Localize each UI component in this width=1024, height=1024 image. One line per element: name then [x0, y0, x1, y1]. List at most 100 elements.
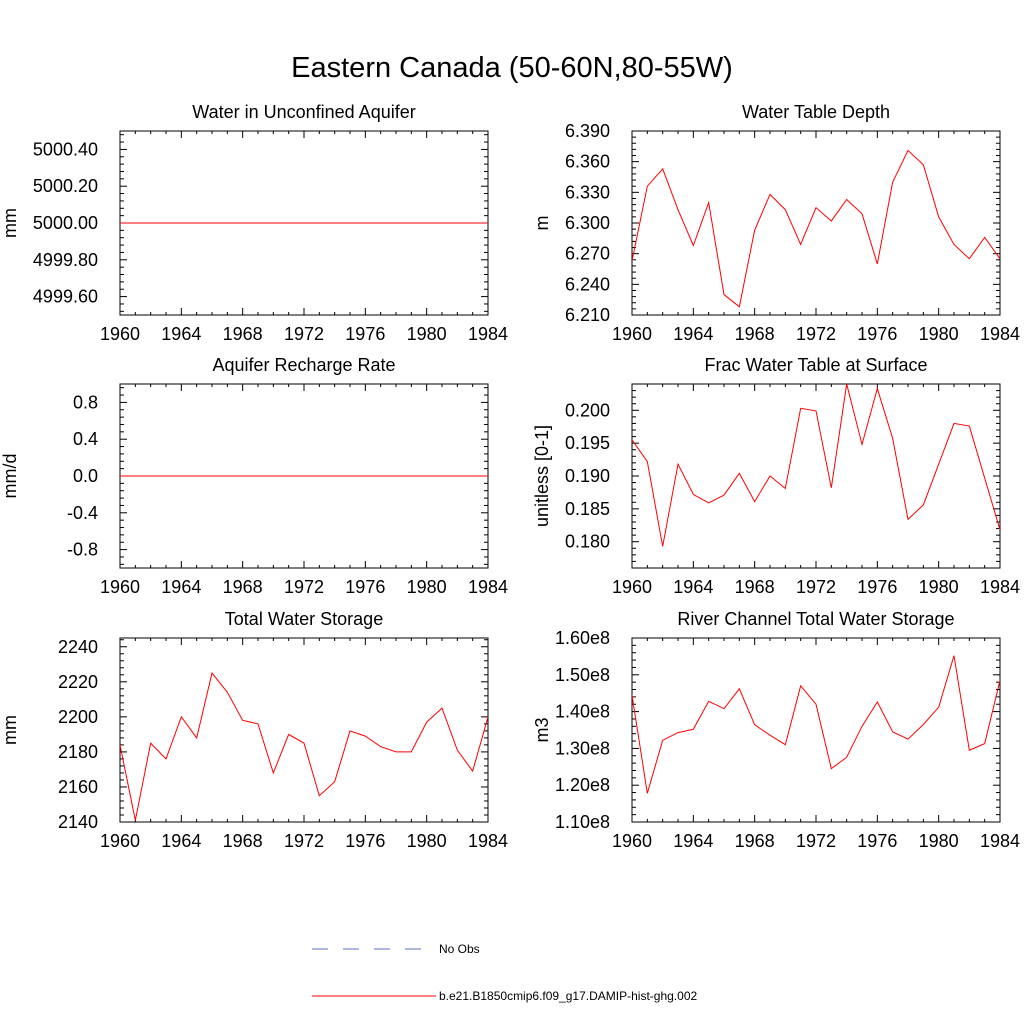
chart-title: Water Table Depth	[742, 102, 890, 122]
chart-title: Aquifer Recharge Rate	[212, 355, 395, 375]
y-tick-label: 2160	[58, 777, 98, 797]
y-tick-label: 6.360	[565, 152, 610, 172]
y-tick-label: 2240	[58, 637, 98, 657]
x-tick-label: 1968	[223, 324, 263, 344]
x-tick-label: 1960	[100, 324, 140, 344]
x-tick-label: 1968	[735, 831, 775, 851]
y-tick-label: 0.185	[565, 499, 610, 519]
x-tick-label: 1976	[345, 831, 385, 851]
y-tick-label: -0.8	[67, 540, 98, 560]
y-axis-label: mm	[0, 715, 20, 745]
y-tick-label: 2180	[58, 742, 98, 762]
chart-title: Total Water Storage	[225, 609, 383, 629]
x-tick-label: 1968	[223, 577, 263, 597]
y-tick-label: 0.4	[73, 429, 98, 449]
x-tick-label: 1964	[673, 324, 713, 344]
y-tick-label: 1.50e8	[555, 665, 610, 685]
legend: No Obs b.e21.B1850cmip6.f09_g17.DAMIP-hi…	[312, 942, 697, 1003]
x-tick-label: 1968	[735, 577, 775, 597]
plots-layer: Water in Unconfined Aquifer mm 1960 1964 196…	[0, 102, 1020, 851]
y-tick-label: 2140	[58, 812, 98, 832]
x-tick-label: 1976	[345, 324, 385, 344]
y-tick-label: 0.8	[73, 392, 98, 412]
y-tick-label: 6.330	[565, 182, 610, 202]
x-tick-label: 1972	[796, 577, 836, 597]
y-tick-label: 4999.80	[33, 250, 98, 270]
x-tick-label: 1980	[407, 324, 447, 344]
y-tick-label: 6.240	[565, 274, 610, 294]
x-tick-label: 1984	[980, 324, 1020, 344]
x-tick-label: 1980	[407, 577, 447, 597]
y-tick-label: 0.0	[73, 466, 98, 486]
x-tick-label: 1980	[919, 831, 959, 851]
x-tick-label: 1960	[100, 831, 140, 851]
legend-label-model-run: b.e21.B1850cmip6.f09_g17.DAMIP-hist-ghg.…	[439, 989, 697, 1003]
x-tick-label: 1980	[919, 577, 959, 597]
y-tick-label: 1.10e8	[555, 812, 610, 832]
x-tick-label: 1972	[796, 324, 836, 344]
x-tick-label: 1964	[161, 831, 201, 851]
y-tick-label: 2200	[58, 707, 98, 727]
chart-total-water-storage: Total Water Storage mm 1960 1964 1968 1972 197…	[0, 609, 508, 851]
chart-title: Frac Water Table at Surface	[704, 355, 927, 375]
chart-water-in-unconfined-aquifer: Water in Unconfined Aquifer mm 1960 1964 196…	[0, 102, 508, 344]
y-tick-label: 6.390	[565, 121, 610, 141]
series-line	[632, 655, 1000, 794]
y-tick-label: 5000.00	[33, 213, 98, 233]
x-tick-label: 1968	[223, 831, 263, 851]
x-tick-label: 1964	[161, 324, 201, 344]
y-tick-label: 0.200	[565, 400, 610, 420]
y-tick-label: 1.20e8	[555, 775, 610, 795]
series-line	[632, 384, 1000, 547]
y-tick-label: 5000.20	[33, 176, 98, 196]
x-tick-label: 1972	[284, 831, 324, 851]
x-tick-label: 1960	[612, 324, 652, 344]
x-tick-label: 1984	[980, 831, 1020, 851]
x-tick-label: 1976	[345, 577, 385, 597]
x-tick-label: 1960	[612, 831, 652, 851]
series-line	[120, 671, 488, 821]
x-tick-label: 1984	[468, 577, 508, 597]
y-tick-label: 0.190	[565, 466, 610, 486]
x-tick-label: 1984	[468, 831, 508, 851]
x-tick-label: 1976	[857, 831, 897, 851]
chart-title: Water in Unconfined Aquifer	[192, 102, 415, 122]
y-tick-label: 1.60e8	[555, 628, 610, 648]
x-tick-label: 1964	[673, 831, 713, 851]
x-tick-label: 1964	[161, 577, 201, 597]
x-tick-label: 1976	[857, 324, 897, 344]
y-tick-label: -0.4	[67, 503, 98, 523]
x-tick-label: 1972	[284, 324, 324, 344]
x-tick-label: 1972	[284, 577, 324, 597]
y-axis-label: unitless [0-1]	[532, 425, 552, 527]
y-tick-label: 2220	[58, 672, 98, 692]
x-tick-label: 1984	[468, 324, 508, 344]
x-tick-label: 1972	[796, 831, 836, 851]
series-line	[632, 149, 1000, 308]
y-tick-label: 5000.40	[33, 139, 98, 159]
y-tick-label: 1.30e8	[555, 738, 610, 758]
y-tick-label: 0.195	[565, 433, 610, 453]
x-tick-label: 1980	[407, 831, 447, 851]
y-axis-label: m	[532, 216, 552, 231]
x-tick-label: 1960	[612, 577, 652, 597]
x-tick-label: 1964	[673, 577, 713, 597]
plot-frame	[631, 637, 1001, 823]
x-tick-label: 1968	[735, 324, 775, 344]
y-tick-label: 6.210	[565, 305, 610, 325]
y-tick-label: 1.40e8	[555, 702, 610, 722]
chart-aquifer-recharge-rate: Aquifer Recharge Rate mm/d 1960 1964 1968 197…	[0, 355, 508, 597]
x-tick-label: 1980	[919, 324, 959, 344]
y-axis-label: m3	[532, 717, 552, 742]
plot-frame	[631, 130, 1001, 316]
chart-water-table-depth: Water Table Depth m 1960 1964 1968 1972 1976 19…	[532, 102, 1020, 344]
y-axis-label: mm	[0, 208, 20, 238]
legend-label-no-obs: No Obs	[439, 942, 480, 956]
y-tick-label: 4999.60	[33, 287, 98, 307]
x-tick-label: 1976	[857, 577, 897, 597]
y-tick-label: 0.180	[565, 532, 610, 552]
x-tick-label: 1960	[100, 577, 140, 597]
x-tick-label: 1984	[980, 577, 1020, 597]
